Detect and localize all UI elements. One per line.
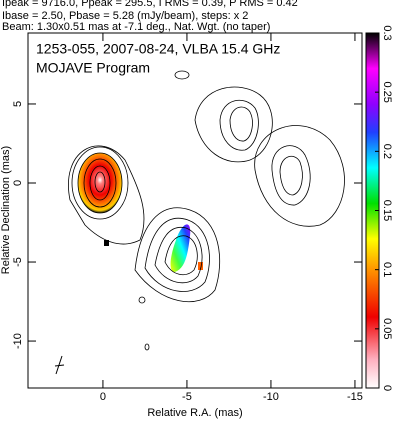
y-axis-label: Relative Declination (mas) [0, 146, 12, 274]
jet-emission [104, 240, 109, 246]
contours [54, 70, 345, 375]
header-line: Ipeak = 9716.0, Ppeak = 295.5, I RMS = 0… [2, 0, 298, 9]
colorbar-tick-label: 0.05 [381, 318, 393, 339]
x-tick-label: -15 [347, 391, 363, 403]
beam [54, 364, 65, 367]
colorbar-tick-label: 0 [381, 385, 393, 391]
colorbar-tick-label: 0.2 [381, 144, 393, 159]
jet-emission [170, 224, 191, 272]
plot-frame [27, 32, 363, 389]
y-tick-label: 5 [12, 101, 24, 107]
x-axis-label: Relative R.A. (mas) [147, 407, 242, 419]
y-tick-label: -10 [12, 333, 24, 349]
x-tick-label: 0 [100, 391, 106, 403]
plot-title: 1253-055, 2007-08-24, VLBA 15.4 GHz [36, 41, 280, 57]
y-tick-label: 0 [12, 180, 24, 186]
x-tick-label: -10 [263, 391, 279, 403]
header-line: Ibase = 2.50, Pbase = 5.28 (mJy/beam), s… [2, 10, 248, 22]
colorbar-tick-label: 0.15 [381, 200, 393, 221]
header-line: Beam: 1.30x0.51 mas at -7.1 deg., Nat. W… [2, 21, 270, 33]
plot-subtitle: MOJAVE Program [36, 60, 150, 76]
header: Ipeak = 9716.0, Ppeak = 295.5, I RMS = 0… [2, 0, 298, 33]
colorbar-tick-label: 0.25 [381, 81, 393, 102]
y-tick-label: -5 [12, 257, 24, 267]
beam [55, 355, 63, 375]
colorbar-tick-label: 0.3 [381, 25, 393, 40]
x-tick-label: -5 [182, 391, 192, 403]
colorbar-tick-label: 0.1 [381, 262, 393, 277]
jet-emission [198, 262, 203, 270]
core-emission [78, 153, 122, 213]
